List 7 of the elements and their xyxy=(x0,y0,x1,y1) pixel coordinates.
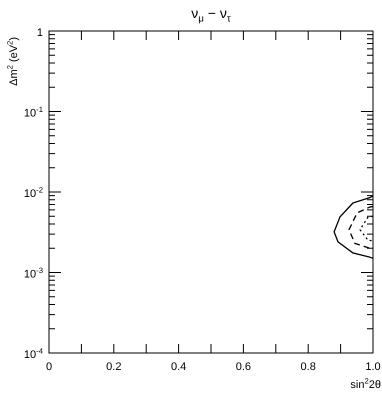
x-tick-label: 0 xyxy=(46,361,52,374)
x-tick-label: 0.4 xyxy=(170,361,186,374)
x-tick-label: 0.2 xyxy=(106,361,122,374)
x-tick-label: 1.0 xyxy=(365,361,381,374)
x-tick-label: 0.8 xyxy=(300,361,316,374)
y-tick-label: 1 xyxy=(36,27,44,40)
x-tick-label: 0.6 xyxy=(236,361,252,374)
